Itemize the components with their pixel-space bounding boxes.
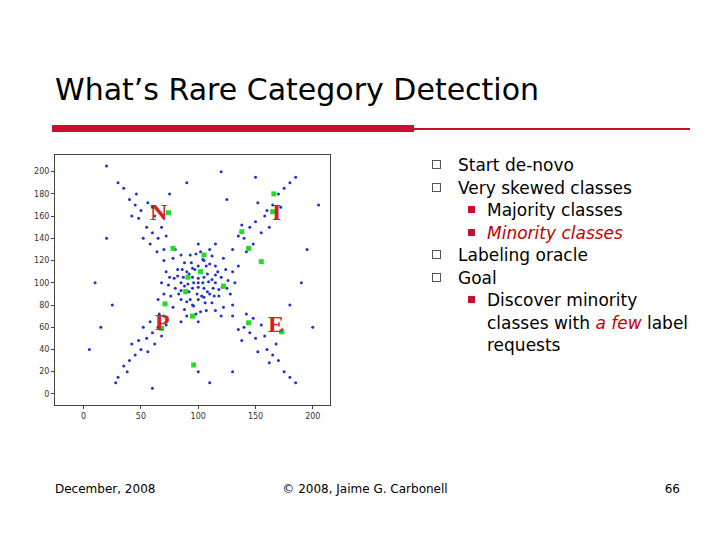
html-text:Goal: Goal (458, 267, 497, 288)
svg-text:P: P (155, 309, 170, 335)
html-text:© 2008, Jaime G. Carbonell: © 2008, Jaime G. Carbonell (282, 482, 448, 496)
html-text:Labeling oracle: Labeling oracle (458, 245, 588, 265)
html-text:66: 66 (664, 482, 680, 496)
html-text:Minority classes: Minority classes (487, 222, 623, 243)
svg-text:E: E (268, 311, 284, 337)
svg-text:50: 50 (136, 412, 146, 421)
svg-text:60: 60 (39, 323, 49, 332)
svg-text:0: 0 (81, 412, 86, 421)
html-text:Start de-novo: Start de-novo (458, 155, 574, 175)
html-text:December, 2008: December, 2008 (55, 482, 156, 496)
html-text:What’s Rare Category Detection: What’s Rare Category Detection (55, 72, 540, 107)
svg-text:200: 200 (34, 167, 49, 176)
svg-text:120: 120 (34, 256, 49, 265)
html-text:Discover minority classes with: Discover minority classes with a few lab… (487, 290, 689, 355)
html-text:Very skewed classes: Very skewed classes (458, 177, 632, 198)
html-text:Majority classes: Majority classes (487, 200, 623, 220)
svg-text:20: 20 (39, 367, 49, 376)
svg-text:150: 150 (248, 412, 263, 421)
svg-text:160: 160 (34, 212, 49, 221)
svg-text:140: 140 (34, 234, 49, 243)
svg-text:80: 80 (39, 301, 49, 310)
svg-text:180: 180 (34, 190, 49, 199)
svg-text:0: 0 (44, 390, 49, 399)
svg-text:N: N (150, 199, 168, 225)
svg-text:40: 40 (39, 345, 49, 354)
svg-text:100: 100 (191, 412, 206, 421)
svg-text:I: I (272, 199, 281, 225)
svg-text:200: 200 (305, 412, 320, 421)
svg-text:100: 100 (34, 279, 49, 288)
